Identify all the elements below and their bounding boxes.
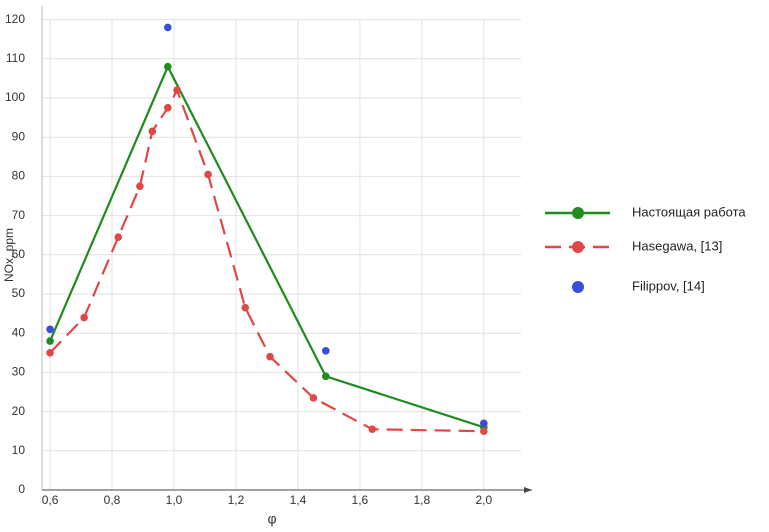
y-tick-label: 10 (12, 443, 26, 457)
x-axis-arrow (524, 487, 532, 493)
x-tick-label: 0,8 (104, 493, 121, 507)
y-tick-label: 0 (18, 482, 25, 496)
legend-label: Настоящая работа (632, 204, 746, 219)
y-tick-label: 120 (5, 12, 25, 26)
legend-marker (572, 241, 584, 253)
y-tick-label: 90 (12, 129, 26, 143)
y-tick-label: 110 (6, 51, 25, 65)
data-point (136, 182, 144, 190)
data-point (46, 325, 54, 334)
data-point (368, 425, 377, 434)
y-tick-label: 80 (12, 169, 26, 183)
data-point (241, 303, 250, 312)
x-axis-label: φ (267, 511, 276, 527)
legend-label: Hasegawa, [13] (632, 238, 722, 253)
y-tick-label: 40 (12, 325, 26, 339)
data-point (480, 427, 488, 436)
x-tick-label: 1,4 (290, 493, 307, 507)
data-point (266, 352, 274, 361)
legend-marker (572, 207, 584, 219)
legend-marker (572, 281, 584, 293)
y-tick-label: 70 (12, 208, 26, 222)
data-point (163, 23, 172, 32)
data-point (322, 372, 330, 381)
y-tick-label: 30 (12, 365, 26, 379)
legend-label: Filippov, [14] (632, 278, 705, 293)
x-tick-label: 1,6 (352, 493, 369, 507)
data-point (163, 62, 172, 71)
data-point (480, 419, 488, 428)
x-tick-label: 1,0 (166, 493, 183, 507)
data-point (46, 349, 54, 357)
y-tick-label: 60 (12, 247, 26, 261)
series-line (49, 64, 485, 429)
data-point (322, 347, 330, 355)
data-point (204, 170, 212, 179)
data-point (163, 104, 172, 112)
y-tick-label: 20 (12, 404, 26, 418)
data-point (309, 394, 318, 402)
y-tick-label: 50 (12, 286, 26, 300)
y-axis-label: NOx, ppm (2, 228, 16, 282)
data-point (80, 313, 88, 322)
data-point (173, 86, 181, 94)
data-point (148, 127, 157, 136)
data-point (114, 233, 123, 241)
x-tick-label: 1,2 (228, 493, 245, 507)
x-tick-label: 0,6 (42, 493, 59, 507)
data-point (46, 337, 54, 345)
x-tick-label: 1,8 (414, 493, 431, 507)
y-tick-label: 100 (5, 90, 25, 104)
x-tick-label: 2,0 (475, 493, 492, 507)
